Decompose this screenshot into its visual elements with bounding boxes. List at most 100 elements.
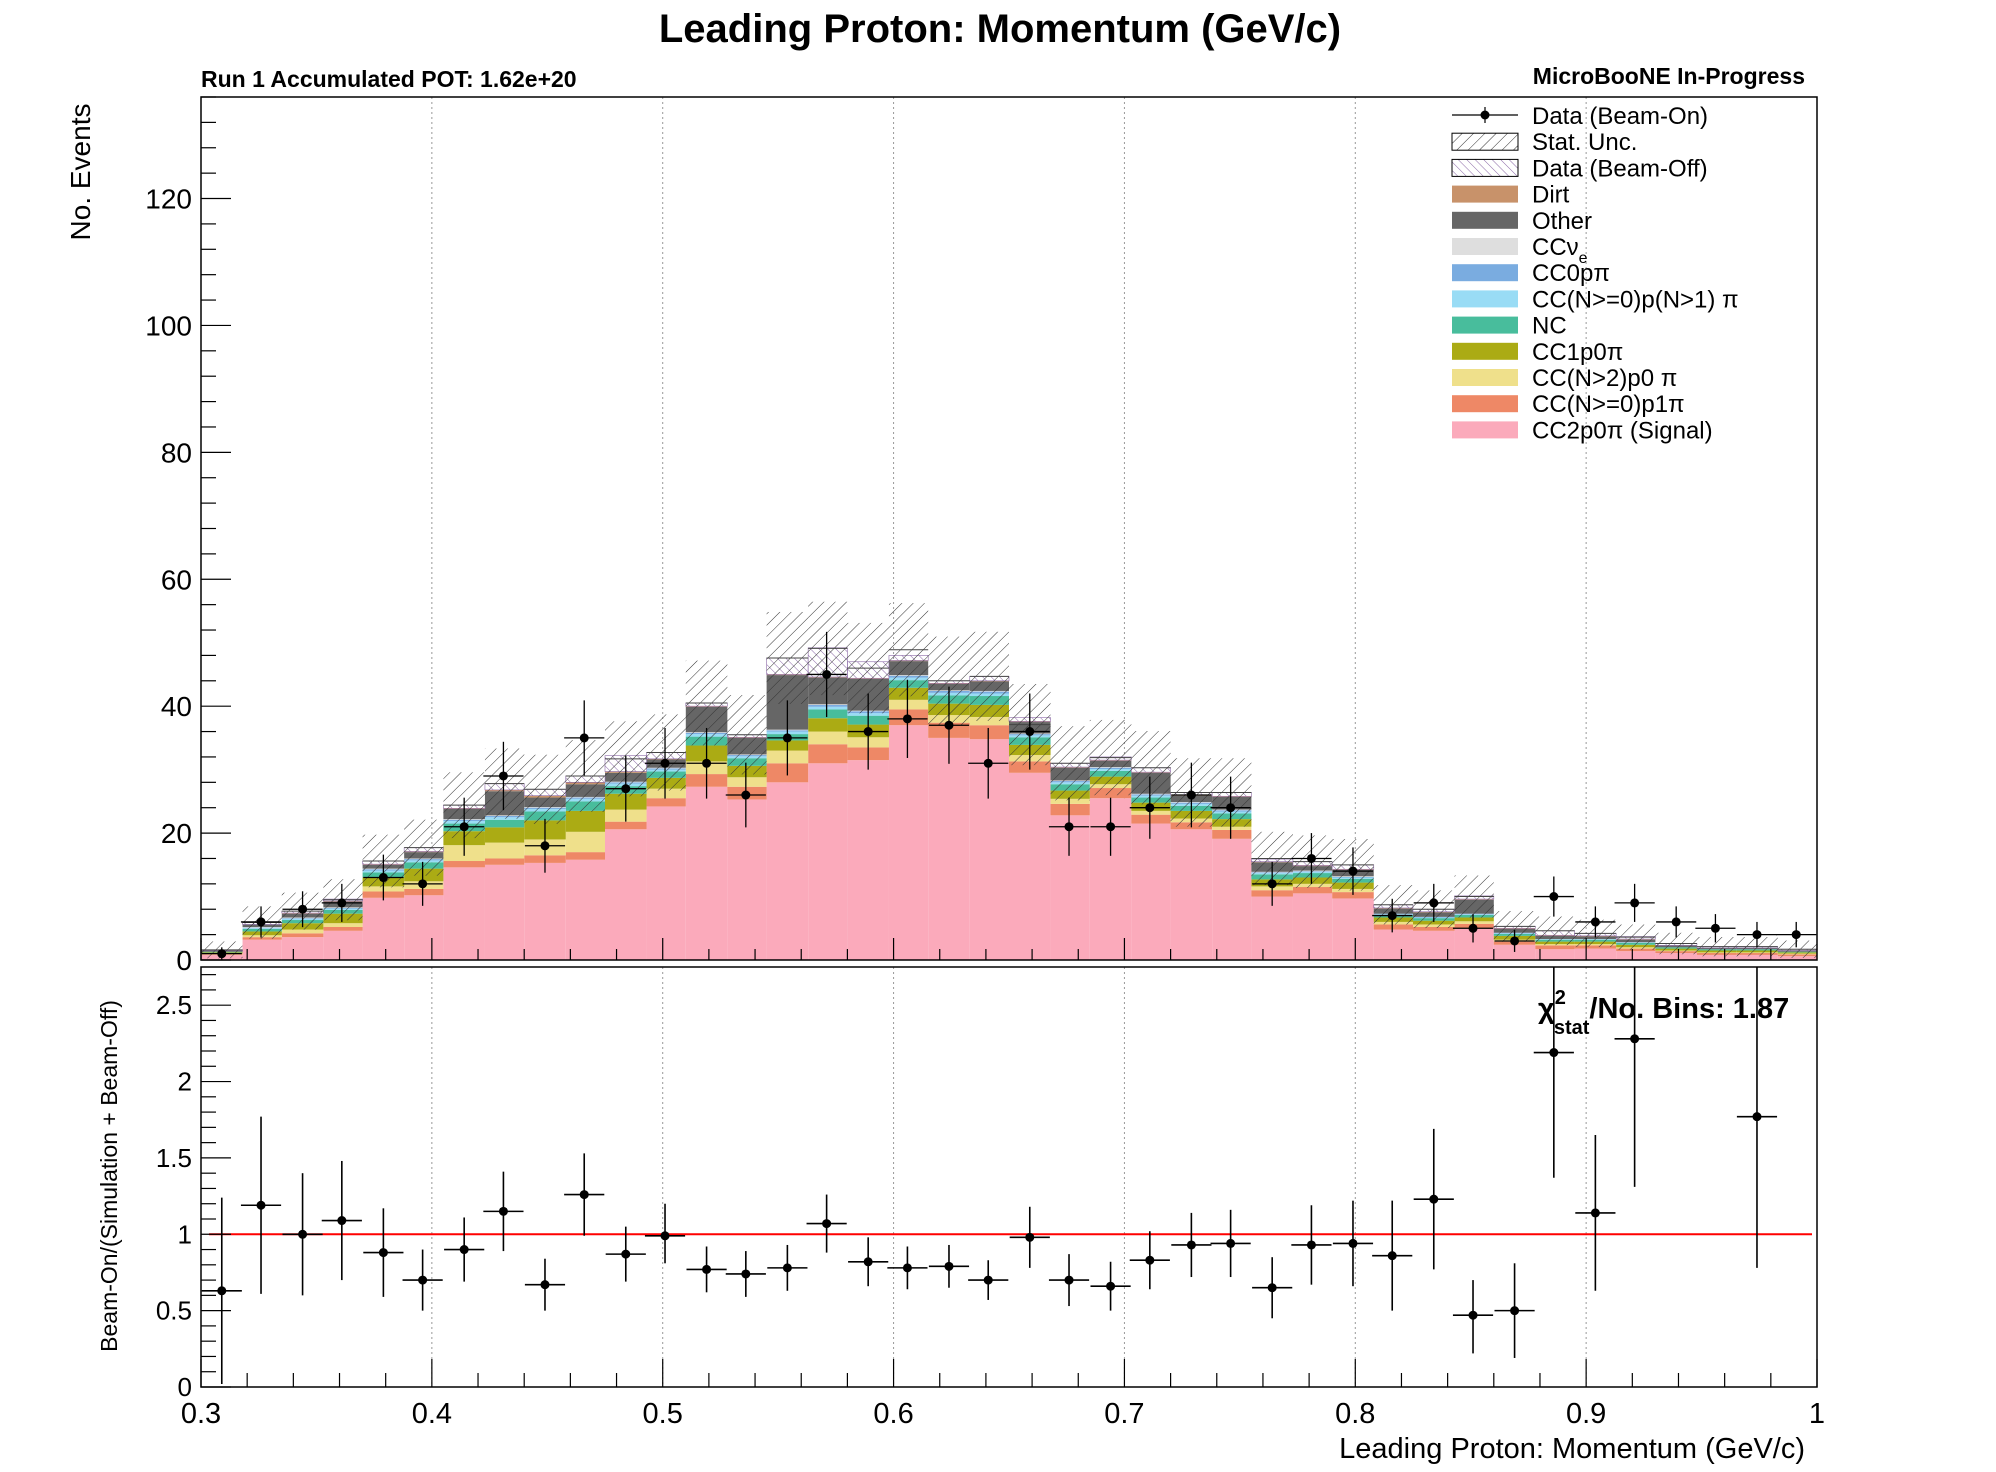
legend-marker-dot [1480,110,1490,120]
bar-segment-ccn2p0pi [484,842,525,859]
ratio-point [822,1219,832,1229]
x-tick-label: 0.9 [1566,1398,1606,1430]
data-point [1671,917,1681,927]
bar-segment-signal [766,782,809,960]
x-tick-label: 1 [1809,1398,1825,1430]
legend-swatch-nc [1452,316,1518,334]
bar-segment-signal [565,859,605,960]
ratio-point [983,1275,993,1285]
bar-segment-signal [1616,951,1656,960]
ratio-point [378,1248,388,1258]
ratio-point [579,1190,589,1200]
x-tick-label: 0.8 [1335,1398,1375,1430]
data-point [1630,898,1640,908]
legend-label-signal: CC2p0π (Signal) [1532,417,1713,444]
bar-segment-signal [888,725,929,960]
bar-segment-signal [1493,944,1536,960]
ratio-y-tick-label: 1 [178,1219,192,1249]
legend-swatch-ccnpnpi [1452,290,1518,308]
y-tick-label: 0 [176,945,192,976]
data-point [540,841,550,851]
legend-swatch-cc1p0pi [1452,342,1518,360]
bar-segment-ccnp1pi [1616,948,1656,952]
y-tick-label: 20 [161,818,192,849]
data-point [1306,853,1316,863]
ratio-y-axis-title: Beam-On/(Simulation + Beam-Off) [96,1000,122,1352]
ratio-point [944,1261,954,1271]
data-point [1348,866,1358,876]
legend-label-beam_off: Data (Beam-Off) [1532,155,1708,182]
ratio-point [782,1263,792,1273]
ratio-point [1348,1238,1358,1248]
ratio-point [863,1257,873,1267]
bar-segment-ccnp1pi [443,861,485,868]
legend-swatch-cc0p [1452,264,1518,282]
ratio-point [1387,1251,1397,1261]
ratio-point [902,1263,912,1273]
bar-segment-cc1p0pi [808,718,848,732]
bar-segment-signal [362,897,405,960]
y-tick-label: 40 [161,691,192,722]
bar-segment-signal [1535,949,1575,960]
bar-segment-signal [1292,893,1333,960]
bar-segment-signal [1413,930,1455,960]
legend-label-other: Other [1532,208,1592,235]
bar-segment-ccnp1pi [323,927,363,931]
ratio-y-tick-label: 2.5 [156,990,192,1020]
legend-label-ccn2p0pi: CC(N>2)p0 π [1532,365,1677,392]
bar-segment-ccnp1pi [605,821,647,830]
bar-segment-ccn2p0pi [281,929,324,934]
data-point [337,898,347,908]
bar-segment-signal [1655,953,1697,960]
data-point [1064,822,1074,832]
y-tick-label: 80 [161,437,192,468]
y-tick-label: 60 [161,564,192,595]
ratio-vertical-grid [431,967,1587,1387]
ratio-point [298,1229,308,1239]
ratio-point [702,1264,712,1274]
x-axis-title: Leading Proton: Momentum (GeV/c) [1339,1433,1805,1465]
data-point [902,714,912,724]
data-point [983,758,993,768]
data-point [1752,930,1762,940]
x-tick-label: 0.3 [181,1398,221,1430]
ratio-point [1186,1240,1196,1250]
legend-swatch-ccn2p0pi [1452,369,1518,386]
ratio-y-tick-label: 1.5 [156,1143,192,1173]
ratio-point [1267,1283,1277,1293]
legend: Data (Beam-On)Stat. Unc.Data (Beam-Off)D… [1451,103,1739,444]
bar-segment-ccn2p0pi [1454,921,1494,924]
data-point [1186,790,1196,800]
legend-label-cc0p: CC0pπ [1532,260,1610,287]
bar-segment-signal [524,862,566,960]
x-tick-label: 0.5 [643,1398,683,1430]
bar-segment-cc1p0pi [484,827,525,843]
data-point [1025,727,1035,737]
bar-segment-nc [484,819,525,828]
data-point [459,822,469,832]
bar-segment-ccnpnpi [808,706,848,710]
bar-segment-ccn2p0pi [808,731,848,745]
y-tick-label: 120 [145,184,192,215]
data-point [418,879,428,889]
chi2-label: χ2 stat/No. Bins: 1.87 [1538,987,1789,1039]
bar-segment-signal [242,939,282,960]
ratio-points [201,967,1778,1384]
bar-segment-signal [281,937,324,960]
y-tick-label: 100 [145,310,192,341]
bar-segment-signal [1009,772,1051,960]
bar-segment-signal [1736,954,1778,960]
x-tick-label: 0.7 [1104,1398,1144,1430]
data-point [1387,911,1397,921]
data-point [1468,923,1478,933]
ratio-y-tick-label: 0 [178,1372,192,1402]
data-point [782,733,792,743]
bar-segment-ccnp1pi [1413,927,1455,931]
bar-segment-ccnp1pi [1050,803,1090,816]
bar-segment-ccnp1pi [404,888,444,896]
bar-segment-signal [605,829,647,960]
bar-segment-ccn2p0pi [646,788,686,799]
ratio-point [1306,1240,1316,1250]
bar-segment-signal [1574,948,1617,960]
bar-segment-signal [1170,829,1213,960]
